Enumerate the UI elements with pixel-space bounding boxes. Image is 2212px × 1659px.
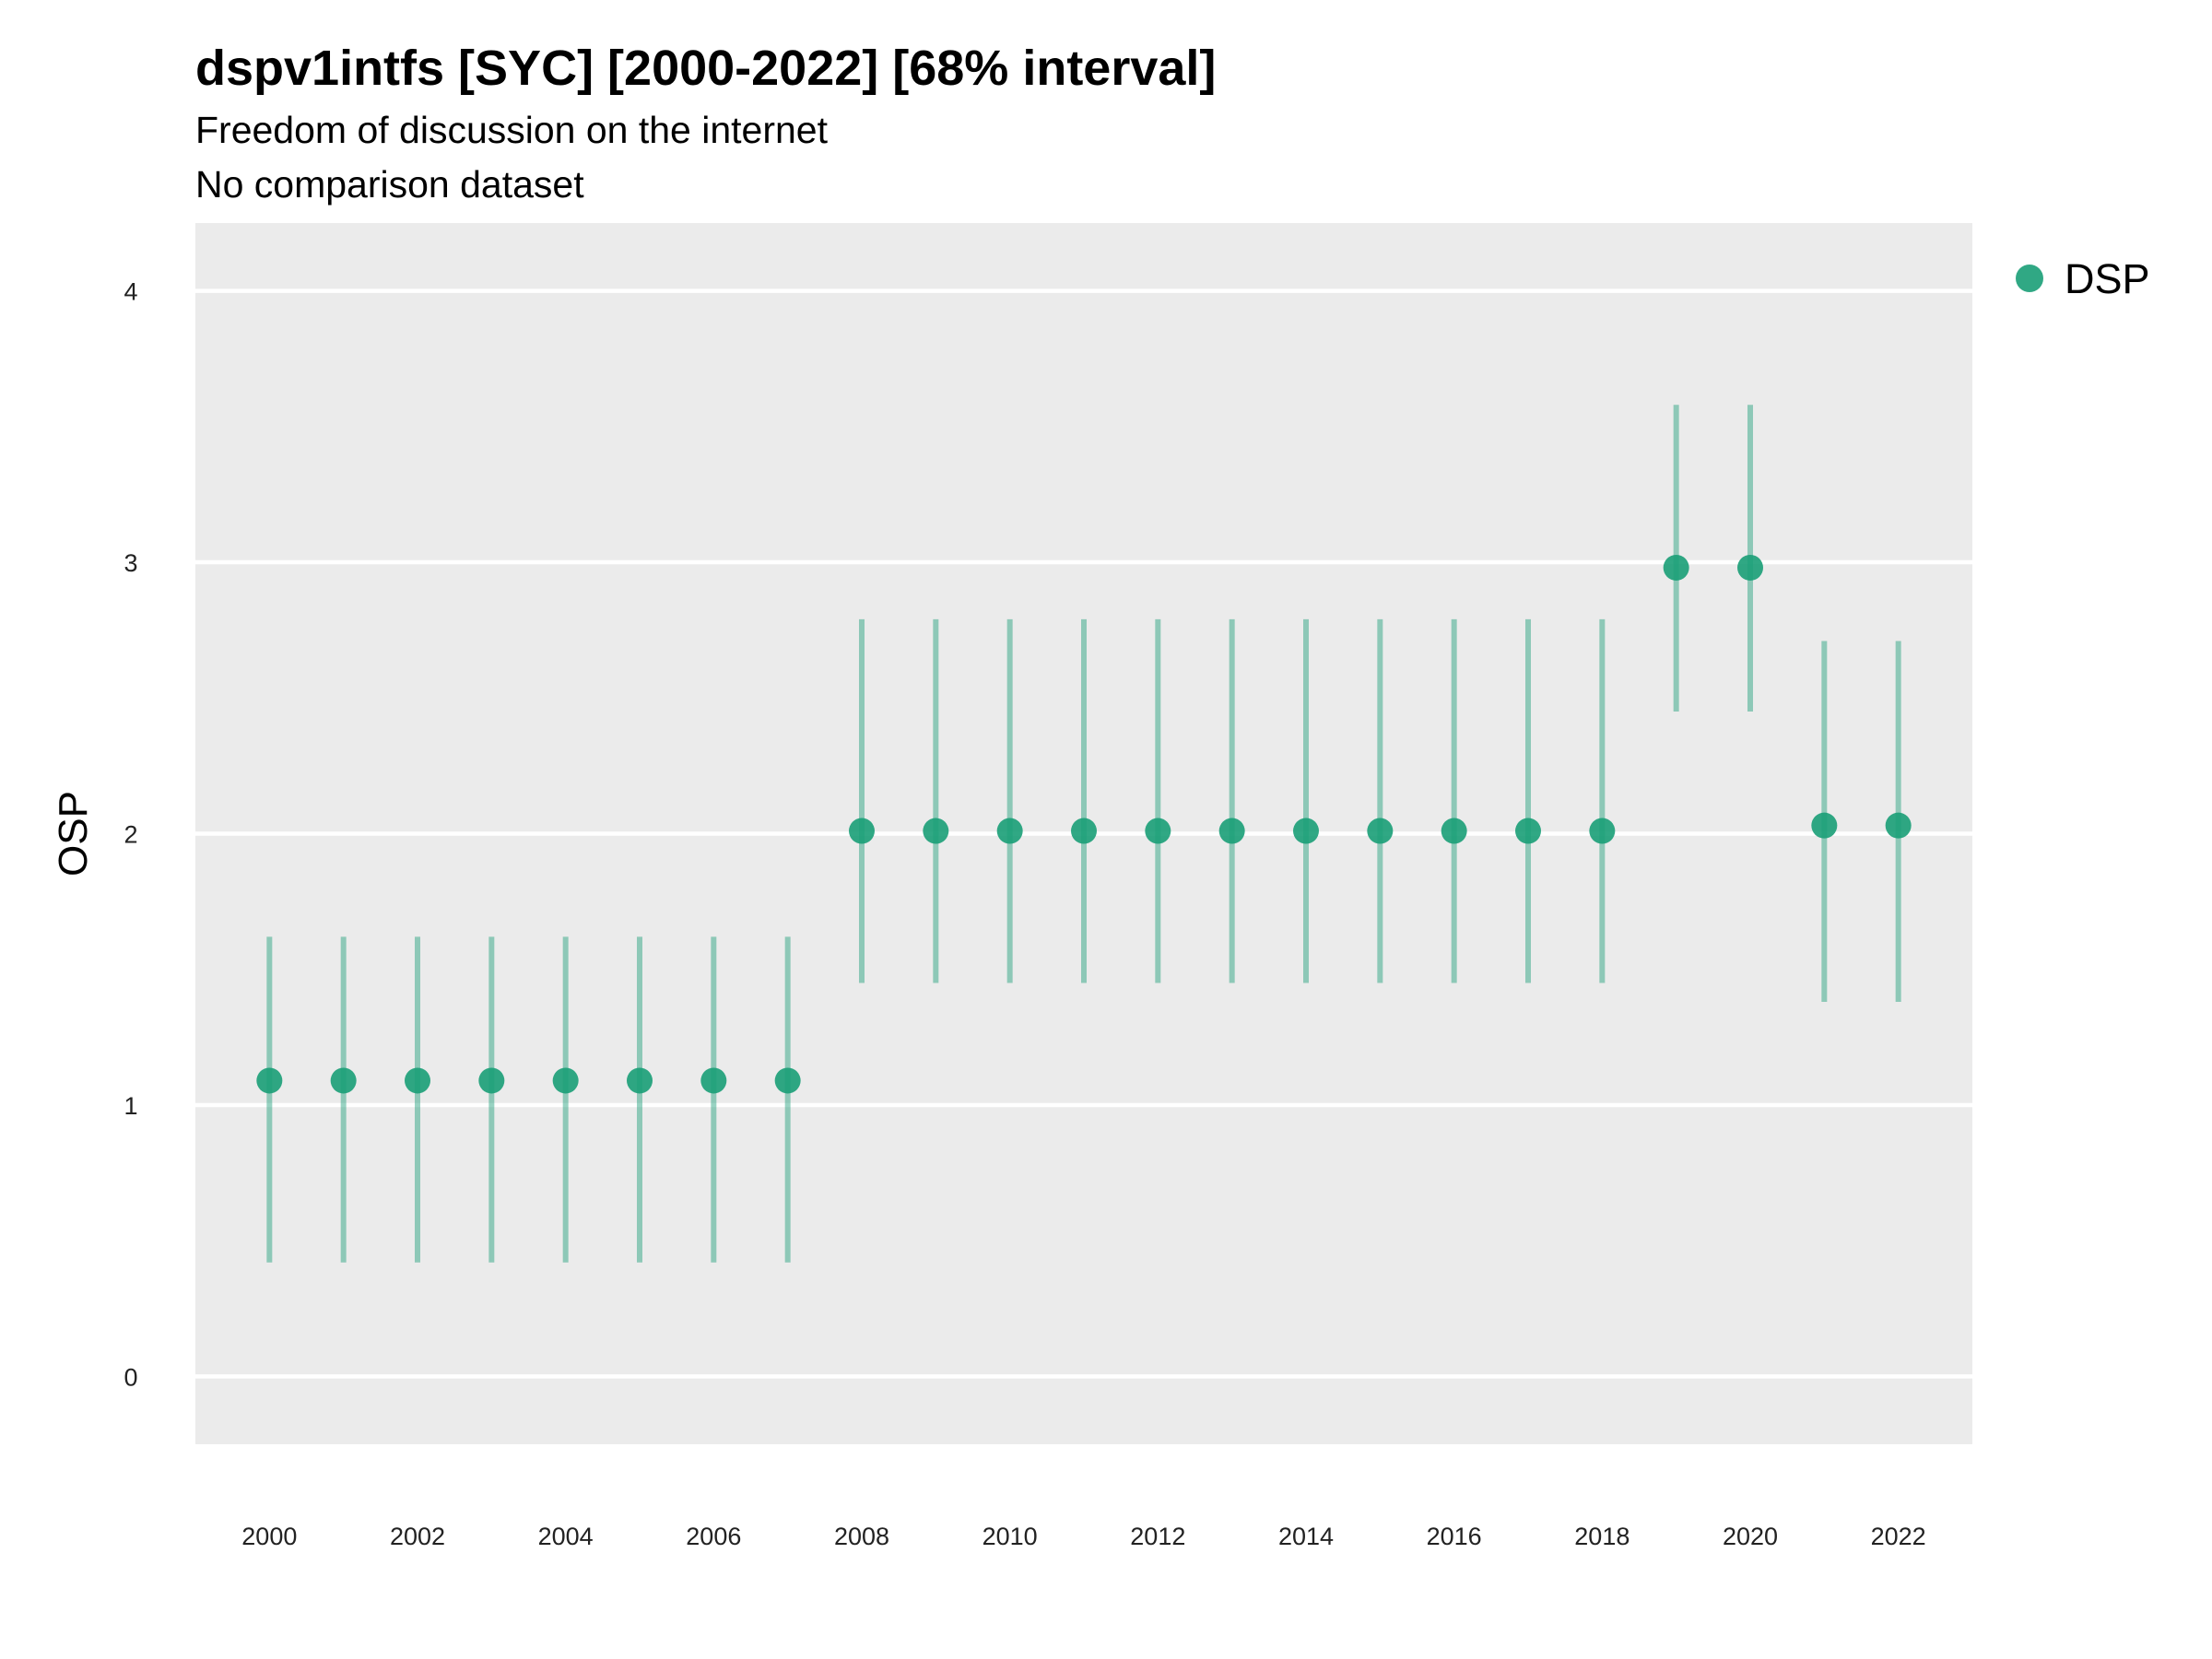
y-tick-label: 3 (124, 549, 137, 577)
data-point (1737, 554, 1763, 581)
data-point (1218, 818, 1245, 844)
data-point (1515, 818, 1541, 844)
data-point (478, 1067, 505, 1094)
data-point (996, 818, 1023, 844)
data-point (552, 1067, 579, 1094)
data-point (256, 1067, 283, 1094)
data-point (849, 818, 875, 844)
x-tick-label: 2006 (686, 1523, 741, 1550)
y-tick-label: 0 (124, 1363, 137, 1391)
data-point (1145, 818, 1171, 844)
chart-subtitle: Freedom of discussion on the internet (195, 109, 829, 151)
data-point (774, 1067, 801, 1094)
y-tick-label: 2 (124, 821, 137, 849)
data-points (256, 554, 1912, 1094)
x-tick-label: 2020 (1723, 1523, 1778, 1550)
y-tick-label: 4 (124, 278, 137, 306)
data-point (1663, 554, 1689, 581)
legend-swatch-dsp (2016, 265, 2043, 292)
x-tick-label: 2014 (1278, 1523, 1334, 1550)
x-axis-ticks: 2000 2002 2004 2006 2008 2010 2012 2014 2016 2018… (241, 1523, 1925, 1550)
x-tick-label: 2010 (982, 1523, 1038, 1550)
data-point (1885, 812, 1912, 839)
data-point (1441, 818, 1467, 844)
y-axis-label: OSP (51, 791, 96, 877)
x-tick-label: 2022 (1871, 1523, 1926, 1550)
data-point (330, 1067, 357, 1094)
x-tick-label: 2018 (1574, 1523, 1630, 1550)
x-tick-label: 2000 (241, 1523, 297, 1550)
data-point (923, 818, 949, 844)
data-point (700, 1067, 727, 1094)
data-point (1589, 818, 1616, 844)
chart-caption: No comparison dataset (195, 163, 584, 206)
data-point (1293, 818, 1319, 844)
data-point (627, 1067, 653, 1094)
data-point (1071, 818, 1097, 844)
chart-title: dspv1intfs [SYC] [2000-2022] [68% interv… (195, 41, 1216, 96)
x-tick-label: 2002 (390, 1523, 445, 1550)
y-axis-ticks: 0 1 2 3 4 (124, 278, 137, 1392)
x-tick-label: 2016 (1427, 1523, 1482, 1550)
x-tick-label: 2004 (538, 1523, 594, 1550)
legend: DSP (2016, 255, 2150, 302)
y-tick-label: 1 (124, 1092, 137, 1120)
data-point (405, 1067, 430, 1094)
data-point (1367, 818, 1394, 844)
data-point (1811, 812, 1838, 839)
x-tick-label: 2012 (1130, 1523, 1185, 1550)
legend-label-dsp: DSP (2065, 255, 2150, 302)
x-tick-label: 2008 (834, 1523, 889, 1550)
